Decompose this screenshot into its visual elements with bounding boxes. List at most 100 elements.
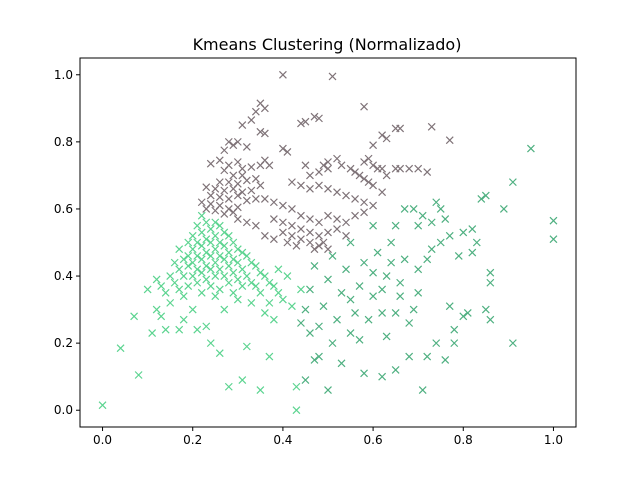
- data-point-cluster-3: [436, 205, 445, 213]
- data-point-cluster-1: [369, 141, 378, 150]
- data-point-cluster-2: [220, 255, 229, 264]
- y-tick-label: 0.4: [54, 269, 73, 283]
- data-point-cluster-1: [360, 102, 368, 111]
- data-point-cluster-1: [319, 238, 328, 247]
- data-point-cluster-1: [197, 198, 206, 207]
- x-tick-label: 0.6: [364, 433, 383, 447]
- data-point-cluster-3: [468, 225, 477, 234]
- data-point-cluster-3: [396, 292, 405, 301]
- data-point-cluster-3: [378, 372, 387, 381]
- data-point-cluster-2: [175, 285, 184, 294]
- data-point-cluster-2: [184, 282, 193, 291]
- data-point-cluster-3: [346, 295, 355, 304]
- data-point-cluster-2: [233, 245, 242, 254]
- data-point-cluster-2: [193, 251, 202, 260]
- data-point-cluster-1: [360, 198, 368, 207]
- data-point-cluster-1: [328, 72, 337, 81]
- data-point-cluster-3: [306, 329, 314, 337]
- data-point-cluster-1: [229, 141, 238, 150]
- data-point-cluster-2: [179, 315, 188, 324]
- data-point-cluster-1: [288, 205, 296, 213]
- data-point-cluster-1: [310, 245, 319, 254]
- data-point-cluster-1: [427, 122, 436, 131]
- data-point-cluster-1: [414, 164, 423, 173]
- data-point-cluster-1: [288, 178, 296, 187]
- data-point-cluster-3: [414, 221, 423, 230]
- data-point-cluster-3: [481, 191, 490, 200]
- data-point-cluster-1: [224, 178, 233, 187]
- data-point-cluster-1: [324, 164, 332, 173]
- data-point-cluster-2: [175, 265, 184, 274]
- data-point-cluster-3: [414, 288, 423, 297]
- data-point-cluster-2: [233, 275, 242, 284]
- data-point-cluster-1: [220, 186, 229, 195]
- data-point-cluster-1: [333, 154, 341, 163]
- data-point-cluster-2: [238, 376, 247, 384]
- data-point-cluster-1: [306, 171, 314, 180]
- data-point-cluster-1: [324, 245, 332, 254]
- data-point-cluster-3: [468, 248, 477, 257]
- data-point-cluster-2: [224, 382, 233, 391]
- data-point-cluster-1: [351, 168, 359, 176]
- data-point-cluster-2: [197, 268, 206, 277]
- data-point-cluster-2: [265, 298, 274, 307]
- data-point-cluster-3: [477, 194, 486, 203]
- data-point-cluster-2: [269, 315, 278, 324]
- data-point-cluster-2: [229, 268, 238, 277]
- data-point-cluster-1: [297, 211, 305, 220]
- data-point-cluster-1: [256, 127, 265, 136]
- data-point-cluster-3: [427, 245, 436, 254]
- data-point-cluster-2: [193, 265, 202, 274]
- data-point-cluster-1: [251, 194, 260, 203]
- data-point-cluster-3: [436, 238, 445, 247]
- data-point-cluster-1: [297, 235, 305, 244]
- chart-title: Kmeans Clustering (Normalizado): [193, 35, 462, 54]
- data-point-cluster-1: [306, 215, 314, 223]
- data-point-cluster-1: [269, 235, 278, 244]
- data-point-cluster-2: [274, 288, 283, 297]
- data-point-cluster-2: [166, 272, 175, 280]
- y-tick-label: 0.0: [54, 403, 73, 417]
- data-point-cluster-2: [179, 255, 188, 264]
- data-point-cluster-3: [369, 292, 378, 301]
- data-point-cluster-3: [310, 355, 319, 364]
- data-point-cluster-1: [202, 205, 211, 213]
- data-point-cluster-3: [301, 305, 310, 314]
- data-point-cluster-1: [319, 161, 328, 170]
- x-tick-label: 0.8: [454, 433, 473, 447]
- data-point-cluster-2: [269, 282, 278, 291]
- data-point-cluster-1: [229, 208, 238, 217]
- data-point-cluster-2: [265, 278, 274, 287]
- data-point-cluster-3: [391, 221, 400, 230]
- data-point-cluster-3: [328, 251, 337, 260]
- data-point-cluster-2: [211, 258, 220, 267]
- data-point-cluster-3: [328, 339, 337, 348]
- data-point-cluster-2: [197, 228, 206, 237]
- data-point-cluster-2: [206, 282, 215, 291]
- data-point-cluster-1: [364, 154, 373, 163]
- data-point-cluster-1: [233, 191, 242, 200]
- data-point-cluster-3: [387, 258, 396, 267]
- data-point-cluster-3: [432, 198, 441, 207]
- data-point-cluster-1: [206, 191, 215, 200]
- data-point-cluster-1: [269, 215, 278, 223]
- data-point-cluster-2: [229, 255, 238, 264]
- data-point-cluster-2: [134, 371, 143, 379]
- data-point-cluster-3: [382, 272, 391, 280]
- data-point-cluster-1: [378, 164, 387, 173]
- data-point-cluster-1: [265, 161, 274, 170]
- data-point-cluster-1: [324, 228, 332, 237]
- data-point-cluster-2: [202, 248, 211, 257]
- data-point-cluster-3: [373, 248, 382, 257]
- data-point-cluster-2: [224, 248, 233, 257]
- data-point-cluster-1: [369, 181, 378, 190]
- data-point-cluster-1: [251, 174, 260, 183]
- data-point-cluster-3: [549, 216, 558, 225]
- data-point-cluster-3: [526, 144, 535, 153]
- data-point-cluster-1: [342, 191, 350, 200]
- data-point-cluster-3: [414, 265, 423, 274]
- x-axis: 0.0 0.2 0.4 0.6 0.8 1.0: [93, 427, 563, 447]
- data-point-cluster-1: [238, 164, 247, 173]
- data-point-cluster-1: [315, 168, 323, 176]
- data-point-cluster-1: [301, 117, 310, 126]
